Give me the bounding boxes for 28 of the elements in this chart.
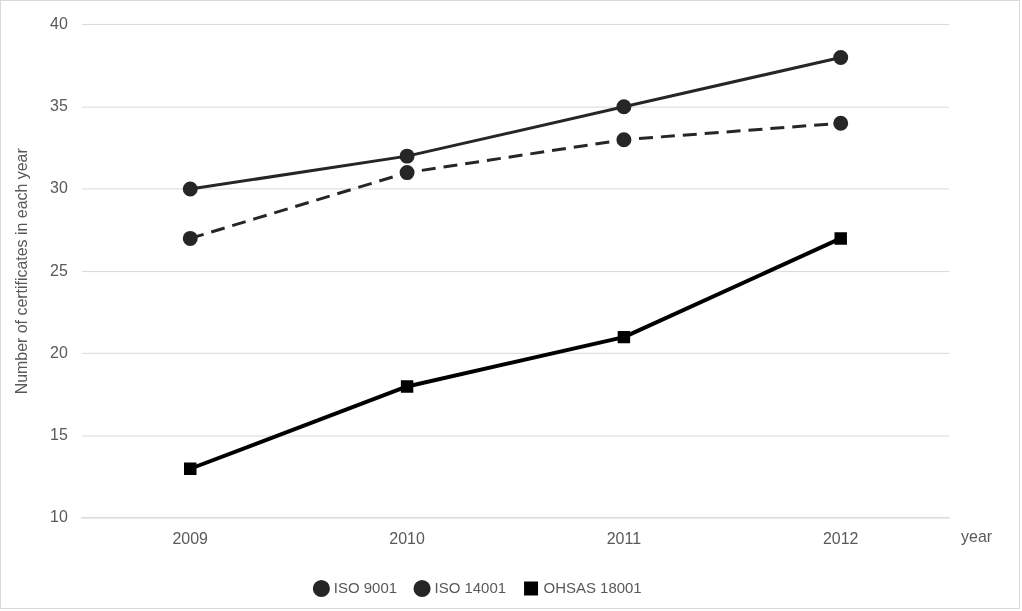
point (182, 181, 198, 197)
point (184, 462, 197, 475)
y-tick-label: 30 (50, 179, 68, 197)
point (616, 132, 632, 148)
y-tick-label: 35 (50, 97, 68, 115)
x-tick-label: 2010 (389, 530, 425, 548)
point (617, 330, 631, 344)
point (833, 49, 849, 65)
legend-label: ISO 9001 (333, 578, 398, 596)
legend-label: OHSAS 18001 (543, 578, 642, 596)
y-axis-title: Number of certificates in each year (12, 147, 30, 395)
legend-label: ISO 14001 (434, 578, 507, 596)
point (834, 232, 847, 245)
point (182, 230, 198, 246)
point (616, 99, 632, 115)
point (833, 115, 849, 131)
y-tick-label: 20 (50, 343, 68, 361)
x-tick-label: 2012 (822, 530, 859, 548)
point (399, 165, 415, 181)
point (400, 380, 414, 393)
y-tick-label: 15 (50, 426, 68, 444)
point (399, 148, 415, 164)
y-tick-label: 10 (50, 508, 68, 526)
x-tick-label: 2009 (172, 530, 209, 548)
y-tick-label: 25 (50, 261, 68, 279)
x-tick-label: 2011 (606, 530, 642, 548)
y-tick-label: 40 (50, 14, 68, 32)
x-axis-title: year (961, 528, 993, 546)
